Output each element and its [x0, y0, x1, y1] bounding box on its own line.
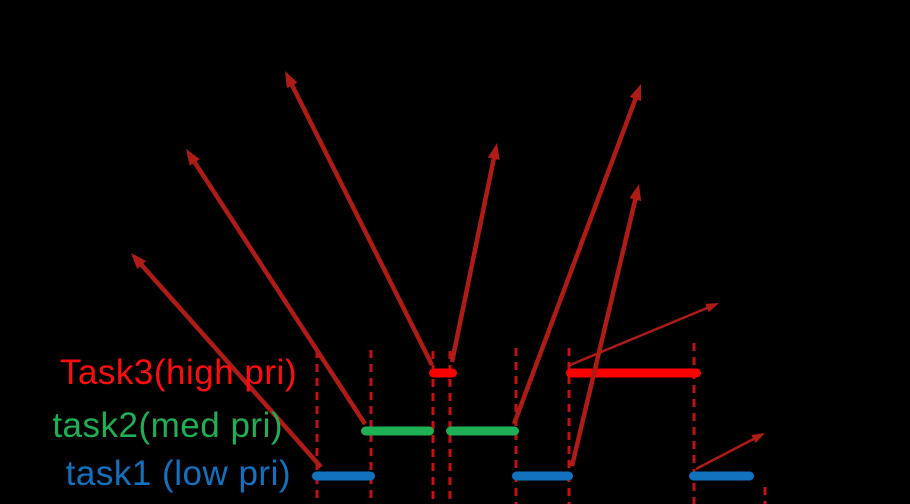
arrow-head-callout-task1-run1-start [131, 253, 147, 269]
task-bar-task3-run-2 [566, 368, 701, 378]
arrow-head-callout-task1-run2-end [629, 184, 642, 201]
label-task1-low-pri: task1 (low pri) [65, 454, 291, 493]
label-task2-med-pri: task2(med pri) [52, 406, 283, 445]
arrow-shaft-callout-task1-run2-end [569, 196, 639, 467]
arrow-head-callout-task2-run2-end [629, 84, 642, 102]
arrow-head-callout-task3-run1-start [285, 71, 298, 88]
arrow-head-callout-task2-run1-start [186, 149, 200, 166]
task-bar-task1-run-3 [689, 471, 754, 481]
arrow-shaft-callout-task3-run1-start [288, 81, 435, 367]
task-bar-task3-run-1 [429, 368, 457, 378]
task-bar-task2-run-1 [361, 426, 434, 436]
label-task3-high-pri: Task3(high pri) [59, 353, 297, 392]
arrow-shaft-callout-task2-run1-start [191, 158, 367, 426]
arrow-shaft-callout-task3-run2-start [569, 305, 711, 367]
arrow-shaft-callout-task1-run1-start [137, 261, 323, 469]
arrow-head-callout-task3-run2-start [705, 303, 719, 313]
arrow-head-callout-task1-run3-start [751, 433, 765, 444]
task-bar-task2-run-2 [446, 426, 519, 436]
arrow-head-callout-task3-run1-end [487, 143, 500, 160]
task-bar-task1-run-1 [312, 471, 375, 481]
task-bar-task1-run-2 [512, 471, 573, 481]
arrow-shaft-callout-task3-run1-end [449, 155, 497, 363]
arrow-shaft-callout-task1-run3-start [695, 436, 757, 471]
arrow-shaft-callout-task2-run2-end [511, 95, 639, 425]
